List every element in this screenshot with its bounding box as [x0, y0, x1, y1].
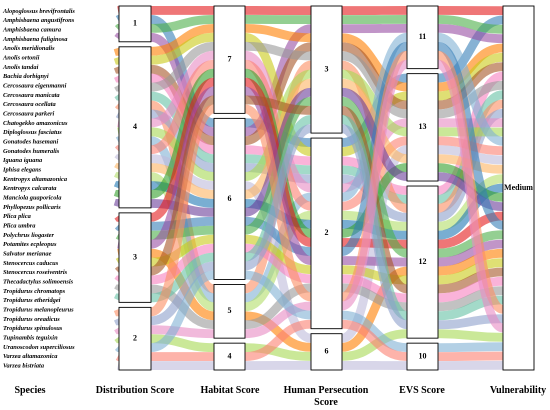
flow-plica-umbra [114, 41, 505, 256]
axis-title-distribution: Distribution Score [96, 385, 175, 396]
species-label: Tropidurus oreadicus [3, 316, 60, 323]
persecution-node-label: 3 [325, 64, 329, 73]
vulnerability-node-label: Medium [504, 183, 533, 192]
species-label: Cercosaura ocellata [3, 101, 57, 108]
habitat-node-4 [213, 342, 246, 371]
distribution-node-3 [118, 212, 152, 303]
species-label: Kentropyx calcarata [2, 185, 57, 192]
species-label: Tupinambis teguixin [3, 335, 58, 342]
evs-node-12 [406, 185, 439, 339]
axis-title-species: Species [14, 385, 45, 396]
species-label: Iguana iguana [2, 157, 43, 164]
distribution-node-label: 1 [133, 19, 137, 28]
species-label: Kentropyx altamazonica [2, 176, 68, 183]
persecution-node-2 [310, 137, 343, 330]
evs-node-label: 13 [419, 122, 427, 131]
species-label: Chatogekko amazonicus [3, 120, 68, 127]
species-label: Amphisbaena camura [2, 27, 62, 34]
species-label: Cercosaura parkeri [3, 111, 55, 118]
flow-uranoscodon-superciliosus [114, 270, 504, 353]
species-label: Plica plica [3, 213, 32, 220]
species-label: Manciola guaporicola [2, 195, 62, 202]
distribution-node-2 [118, 306, 152, 371]
habitat-node-6 [213, 117, 246, 280]
species-label: Cercosaura eigenmanni [3, 83, 67, 90]
species-label: Bachia dorbignyi [2, 73, 49, 80]
persecution-node-label: 2 [325, 228, 329, 237]
habitat-node-label: 6 [228, 194, 232, 203]
evs-node-13 [406, 73, 439, 182]
species-label: Polychrus liogaster [3, 232, 54, 239]
species-label: Potamites ecpleopus [3, 241, 57, 248]
evs-node-label: 10 [419, 351, 427, 360]
distribution-node-4 [118, 46, 152, 209]
species-label-layer: Alopoglossus brevifrontalis Amphisbaena a… [2, 8, 75, 370]
evs-node-label: 11 [419, 32, 427, 41]
flow-tropidurus-spinulosus [114, 59, 505, 339]
species-label: Varzea altamazonica [3, 353, 58, 360]
evs-node-label: 12 [419, 257, 427, 266]
persecution-node-3 [310, 5, 343, 134]
species-label: Alopoglossus brevifrontalis [2, 8, 75, 15]
habitat-node-label: 4 [228, 351, 232, 360]
species-label: Anolis tandai [2, 64, 39, 71]
evs-node-11 [406, 5, 439, 70]
species-label: Varzea bistriata [3, 363, 45, 370]
species-label: Salvator merianae [3, 251, 52, 258]
habitat-node-7 [213, 5, 246, 114]
species-label: Anolis meridionalis [2, 45, 55, 52]
evs-node-10 [406, 342, 439, 371]
habitat-node-label: 5 [228, 306, 232, 315]
axis-title-persecution: Human Persecution [284, 385, 369, 396]
species-label: Thecadactylus solimoensis [3, 279, 74, 286]
flow-iphisa-elegans [114, 78, 504, 199]
habitat-node-label: 7 [228, 55, 232, 64]
species-label: Iphisa elegans [2, 167, 42, 174]
species-label: Amphisbaena angustifrons [2, 17, 75, 24]
distribution-node-label: 3 [133, 252, 137, 261]
species-label: Anolis ortonii [2, 55, 40, 62]
species-label: Diploglossus fasciatus [2, 129, 62, 136]
species-label: Phyllopezus pollicaris [3, 204, 61, 211]
species-label: Tropidurus chromatops [3, 288, 66, 295]
axis-title-habitat: Habitat Score [201, 385, 261, 396]
persecution-node-6 [310, 333, 343, 371]
distribution-node-label: 2 [133, 334, 137, 343]
flow-varzea-altamazonica [115, 319, 504, 362]
axis-title-persecution: Score [314, 397, 338, 408]
species-label: Tropidurus melanopleurus [3, 307, 74, 314]
distribution-node-1 [118, 5, 152, 43]
species-label: Tropidurus spinulosus [3, 325, 63, 332]
species-label: Stenocercus roseiventris [3, 269, 68, 276]
species-label: Gonatodes humeralis [3, 148, 60, 155]
axis-title-evs: EVS Score [399, 385, 445, 396]
flow-layer [113, 6, 505, 370]
axis-title-layer: Species Distribution Score Habitat Score Hu… [14, 385, 546, 408]
persecution-node-label: 6 [325, 347, 329, 356]
species-label: Stenocercus caducus [3, 260, 59, 267]
species-label: Amphisbaena fuliginosa [2, 36, 68, 43]
axis-title-vulnerability: Vulnerability [490, 385, 546, 396]
species-label: Uranoscodon superciliosus [3, 344, 75, 351]
distribution-node-label: 4 [133, 122, 137, 131]
vulnerability-node-medium [502, 5, 535, 371]
species-label: Cercosaura manicata [3, 92, 60, 99]
species-label: Plica umbra [3, 223, 36, 230]
habitat-node-5 [213, 284, 246, 339]
species-label: Tropidurus etheridgei [3, 297, 61, 304]
species-label: Gonatodes hasemani [3, 139, 58, 146]
